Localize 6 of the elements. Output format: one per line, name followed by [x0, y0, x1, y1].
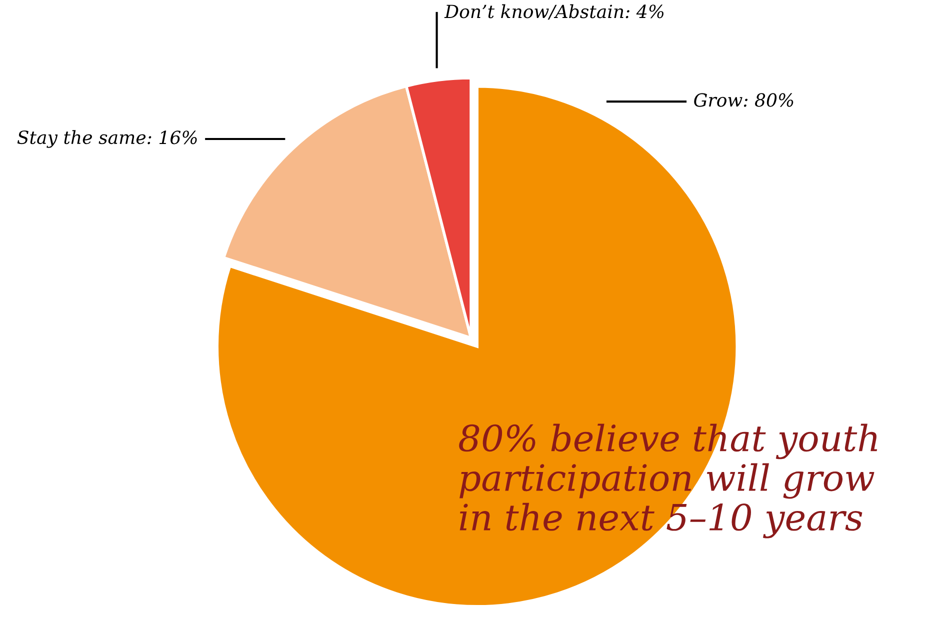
data-label: : 4%: [626, 4, 664, 18]
data-label: : 16%: [148, 130, 197, 144]
slice-label: Grow: [694, 93, 742, 107]
slice-label: Don’t know/Abstain: [444, 4, 624, 20]
slice-label: Stay the same: [17, 130, 146, 148]
data-label: : 80%: [744, 93, 794, 107]
